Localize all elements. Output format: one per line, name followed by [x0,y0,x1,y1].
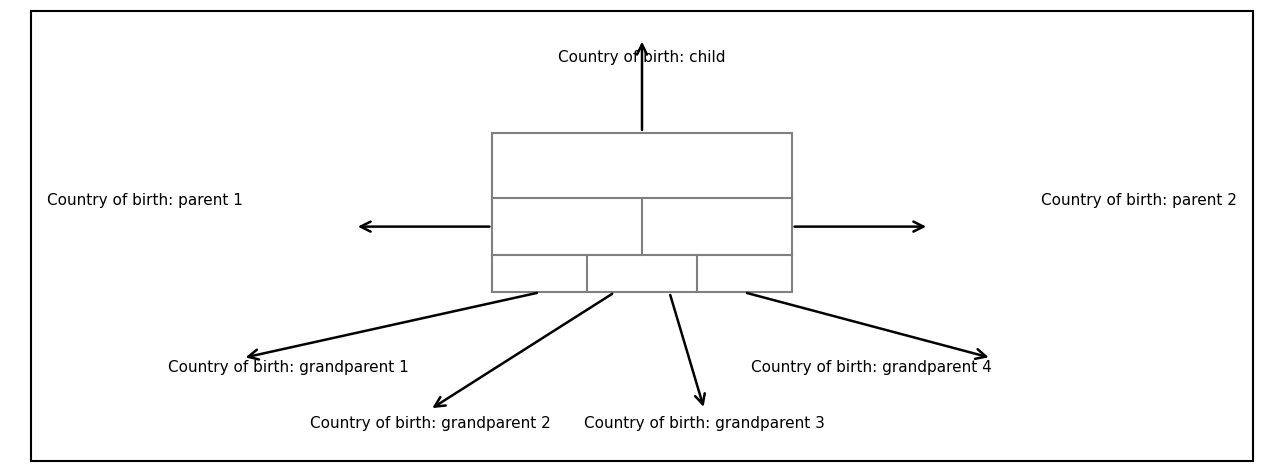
Text: Country of birth: grandparent 3: Country of birth: grandparent 3 [584,416,824,431]
Text: Country of birth: grandparent 1: Country of birth: grandparent 1 [168,360,408,375]
Text: Country of birth: parent 1: Country of birth: parent 1 [46,194,243,208]
Text: Country of birth: grandparent 4: Country of birth: grandparent 4 [751,360,991,375]
Text: Country of birth: child: Country of birth: child [559,50,725,65]
Bar [492,133,792,292]
Text: Country of birth: parent 2: Country of birth: parent 2 [1041,194,1238,208]
Text: Country of birth: grandparent 2: Country of birth: grandparent 2 [309,416,551,431]
